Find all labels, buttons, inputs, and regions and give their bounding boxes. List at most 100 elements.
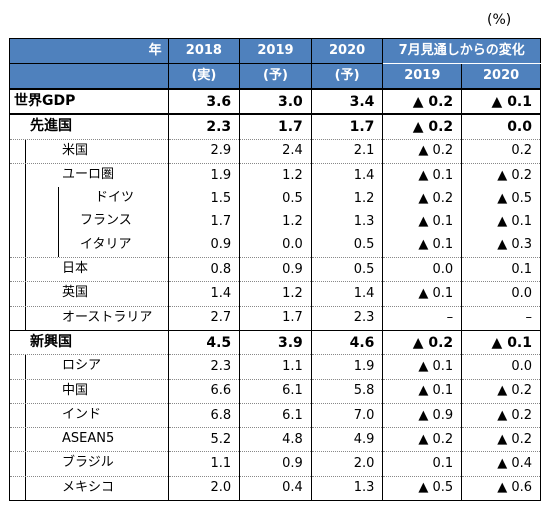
value-2019: 0.9 <box>239 257 312 283</box>
value-2018: 6.6 <box>167 379 241 404</box>
value-2018: 1.1 <box>167 451 241 477</box>
table-row: 米国 2.9 2.4 2.1 ▲ 0.2 0.2 <box>9 139 541 164</box>
change-2020: ▲ 0.1 <box>461 89 541 116</box>
change-2019: ▲ 0.2 <box>382 139 463 164</box>
value-2020: 0.5 <box>310 233 384 259</box>
header-row-notes: (実) (予) (予) 2019 2020 <box>9 63 541 90</box>
table-row: ASEAN5 5.2 4.8 4.9 ▲ 0.2 ▲ 0.2 <box>9 427 541 453</box>
change-2020: 0.2 <box>461 139 541 164</box>
value-2020: 1.3 <box>310 476 384 502</box>
row-label: イタリア <box>9 233 169 259</box>
value-2020: 7.0 <box>310 403 384 429</box>
table-row: イタリア 0.9 0.0 0.5 ▲ 0.1 ▲ 0.3 <box>9 233 541 259</box>
change-2019: ▲ 0.2 <box>382 427 463 453</box>
row-label-text: ブラジル <box>62 455 114 471</box>
value-2020: 2.3 <box>310 306 384 331</box>
revision-year-2019: 2019 <box>382 63 463 90</box>
row-label-text: メキシコ <box>62 479 115 495</box>
value-2018: 1.7 <box>167 210 241 234</box>
row-label: ロシア <box>9 354 169 380</box>
row-label: 英国 <box>9 281 169 307</box>
table-row: ブラジル 1.1 0.9 2.0 0.1 ▲ 0.4 <box>9 451 541 477</box>
change-2019: ▲ 0.1 <box>382 354 463 380</box>
change-2020: ▲ 0.2 <box>461 403 541 429</box>
value-2020: 3.4 <box>310 89 384 116</box>
row-label: 日本 <box>9 257 169 283</box>
change-2020: ▲ 0.2 <box>461 163 541 188</box>
row-label: フランス <box>9 210 169 234</box>
row-label-text: 先進国 <box>30 118 72 135</box>
value-2019: 6.1 <box>239 379 312 404</box>
row-label-text: インド <box>62 406 102 422</box>
row-label-text: 新興国 <box>30 333 72 350</box>
value-2018: 2.9 <box>167 139 241 164</box>
change-2019: ▲ 0.1 <box>382 281 463 307</box>
row-label: 新興国 <box>9 329 169 356</box>
table-row: ユーロ圏 1.9 1.2 1.4 ▲ 0.1 ▲ 0.2 <box>9 163 541 188</box>
value-2019: 0.0 <box>239 233 312 259</box>
value-2018: 6.8 <box>167 403 241 429</box>
year-note-2019: (予) <box>239 63 312 90</box>
value-2019: 1.2 <box>239 163 312 188</box>
row-label: インド <box>9 403 169 429</box>
change-2020: ▲ 0.2 <box>461 427 541 453</box>
row-label-text: ユーロ圏 <box>62 166 115 182</box>
change-2020: 0.1 <box>461 257 541 283</box>
row-label-text: 世界GDP <box>14 93 76 109</box>
year-header-2018: 2018 <box>167 38 241 64</box>
growth-forecast-table: 年 2018 2019 2020 7月見通しからの変化 (実) (予) (予) … <box>9 38 541 502</box>
table-row: 新興国 4.5 3.9 4.6 ▲ 0.2 ▲ 0.1 <box>9 329 541 356</box>
change-2019: ▲ 0.1 <box>382 210 463 234</box>
value-2018: 5.2 <box>167 427 241 453</box>
row-label-text: ロシア <box>62 358 102 374</box>
header-row-years: 年 2018 2019 2020 7月見通しからの変化 <box>9 38 541 64</box>
change-2019: ▲ 0.2 <box>382 187 463 211</box>
revision-header: 7月見通しからの変化 <box>382 38 541 64</box>
value-2019: 0.5 <box>239 187 312 211</box>
value-2019: 1.7 <box>239 114 312 140</box>
value-2019: 0.4 <box>239 476 312 502</box>
year-note-2018: (実) <box>167 63 241 90</box>
row-label-text: 米国 <box>62 142 89 158</box>
year-note-2020: (予) <box>310 63 384 90</box>
row-label: オーストラリア <box>9 306 169 331</box>
value-2020: 4.9 <box>310 427 384 453</box>
row-label: 米国 <box>9 139 169 164</box>
row-label-text: イタリア <box>80 236 132 252</box>
value-2019: 2.4 <box>239 139 312 164</box>
change-2019: 0.1 <box>382 451 463 477</box>
change-2020: ▲ 0.3 <box>461 233 541 259</box>
row-label-text: ASEAN5 <box>62 431 115 447</box>
value-2018: 1.5 <box>167 187 241 211</box>
change-2019: 0.0 <box>382 257 463 283</box>
change-2019: ▲ 0.5 <box>382 476 463 502</box>
change-2019: ▲ 0.2 <box>382 114 463 140</box>
table-row: 世界GDP 3.6 3.0 3.4 ▲ 0.2 ▲ 0.1 <box>9 89 541 116</box>
table-row: インド 6.8 6.1 7.0 ▲ 0.9 ▲ 0.2 <box>9 403 541 429</box>
table-row: 中国 6.6 6.1 5.8 ▲ 0.1 ▲ 0.2 <box>9 379 541 404</box>
change-2020: 0.0 <box>461 114 541 140</box>
value-2020: 0.5 <box>310 257 384 283</box>
year-header-2019: 2019 <box>239 38 312 64</box>
value-2018: 3.6 <box>167 89 241 116</box>
change-2020: ▲ 0.2 <box>461 379 541 404</box>
row-label: ユーロ圏 <box>9 163 169 188</box>
change-2019: ▲ 0.1 <box>382 233 463 259</box>
row-label: ASEAN5 <box>9 427 169 453</box>
change-2019: ▲ 0.1 <box>382 163 463 188</box>
value-2020: 1.3 <box>310 210 384 234</box>
change-2020: – <box>461 306 541 331</box>
revision-year-2020: 2020 <box>461 63 541 90</box>
value-2018: 0.9 <box>167 233 241 259</box>
change-2019: – <box>382 306 463 331</box>
value-2019: 6.1 <box>239 403 312 429</box>
value-2020: 1.2 <box>310 187 384 211</box>
value-2019: 4.8 <box>239 427 312 453</box>
change-2020: ▲ 0.1 <box>461 329 541 356</box>
value-2020: 2.1 <box>310 139 384 164</box>
unit-label: (%) <box>487 12 512 28</box>
table-row: 日本 0.8 0.9 0.5 0.0 0.1 <box>9 257 541 283</box>
value-2020: 1.7 <box>310 114 384 140</box>
year-header: 年 <box>9 38 169 64</box>
row-label: 先進国 <box>9 114 169 140</box>
